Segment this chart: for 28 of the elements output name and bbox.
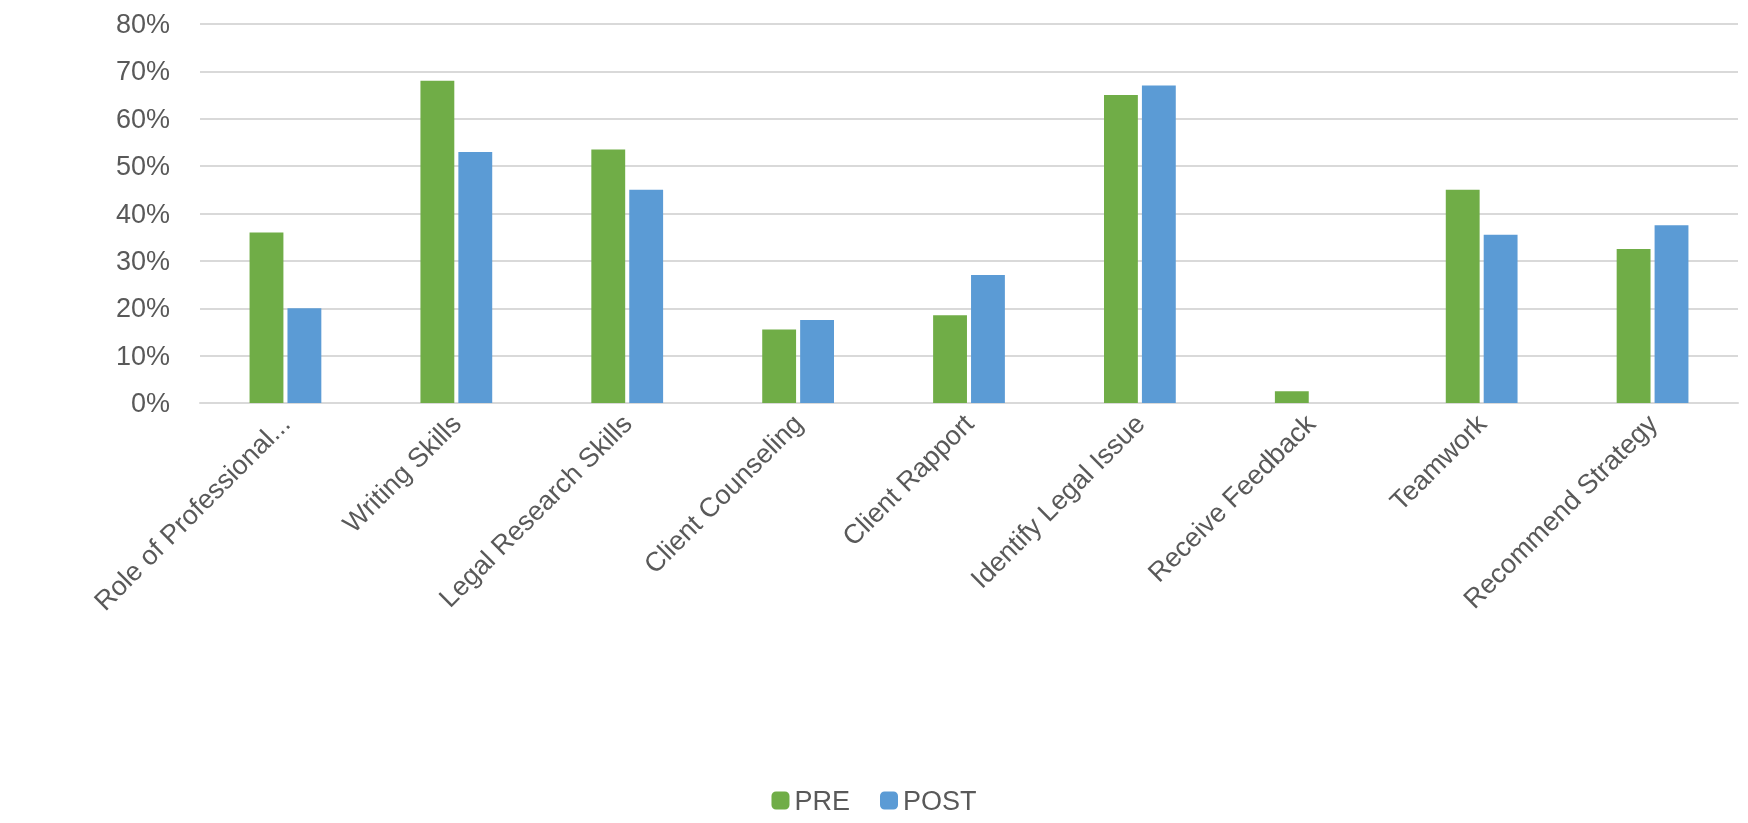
bar [800, 320, 834, 403]
y-tick-label: 70% [115, 56, 170, 87]
y-tick-label: 20% [115, 293, 170, 324]
bar [420, 80, 455, 403]
y-tick-label: 60% [115, 103, 170, 134]
bar [1445, 189, 1480, 403]
bar [933, 315, 967, 403]
y-tick-label: 40% [115, 198, 170, 229]
legend-label: PRE [794, 785, 851, 816]
bar [249, 232, 284, 403]
y-tick-label: 80% [115, 9, 170, 39]
bar [1616, 249, 1651, 403]
bar [971, 275, 1005, 403]
bar [458, 151, 493, 403]
legend-label: POST [903, 785, 977, 816]
bar [591, 149, 626, 403]
y-tick-label: 30% [115, 245, 170, 276]
bar [1654, 225, 1689, 403]
bar [1483, 234, 1518, 403]
bar [629, 189, 664, 403]
bar [762, 329, 797, 403]
bar [287, 308, 322, 403]
y-tick-label: 0% [130, 388, 170, 418]
y-tick-label: 10% [115, 340, 170, 371]
bar [1104, 95, 1138, 403]
bar [1274, 391, 1309, 403]
y-tick-label: 50% [115, 151, 170, 182]
bar [1141, 85, 1176, 403]
